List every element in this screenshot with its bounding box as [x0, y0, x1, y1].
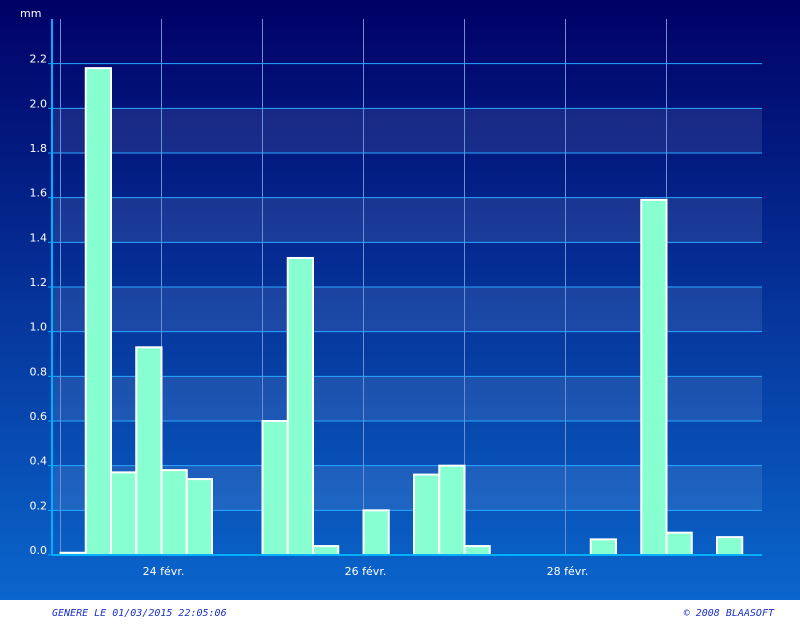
- y-axis-unit: mm: [20, 7, 41, 20]
- bar: [185, 478, 213, 557]
- bar: [261, 420, 289, 556]
- bar: [463, 545, 491, 556]
- x-tick-label: 24 févr.: [143, 565, 185, 578]
- bar: [135, 346, 163, 556]
- bar: [438, 464, 466, 556]
- y-tick-label: 1.0: [30, 321, 48, 334]
- y-tick-label: 1.8: [30, 142, 48, 155]
- y-tick-label: 1.2: [30, 276, 48, 289]
- bar: [286, 256, 314, 556]
- bar: [665, 531, 693, 557]
- bar: [716, 536, 744, 557]
- copyright: © 2008 BLAASOFT: [684, 608, 775, 619]
- y-tick-label: 0.0: [30, 544, 48, 557]
- grid-band: [52, 108, 762, 153]
- bar: [362, 509, 390, 557]
- y-tick-label: 1.6: [30, 187, 48, 200]
- y-tick-label: 0.2: [30, 499, 48, 512]
- y-tick-label: 2.0: [30, 97, 48, 110]
- generated-note: GENERE LE 01/03/2015 22:05:06: [52, 608, 227, 619]
- bar: [84, 67, 112, 556]
- bar: [589, 538, 617, 556]
- x-tick-label: 28 févr.: [547, 565, 589, 578]
- bar: [413, 473, 441, 557]
- bar: [160, 469, 188, 556]
- bar: [312, 545, 340, 556]
- bar: [640, 198, 668, 556]
- y-tick-label: 0.6: [30, 410, 48, 423]
- x-tick-label: 26 févr.: [345, 565, 387, 578]
- y-tick-label: 2.2: [30, 53, 48, 66]
- y-tick-label: 1.4: [30, 231, 48, 244]
- bar: [110, 471, 138, 556]
- y-tick-label: 0.8: [30, 365, 48, 378]
- y-tick-label: 0.4: [30, 455, 48, 468]
